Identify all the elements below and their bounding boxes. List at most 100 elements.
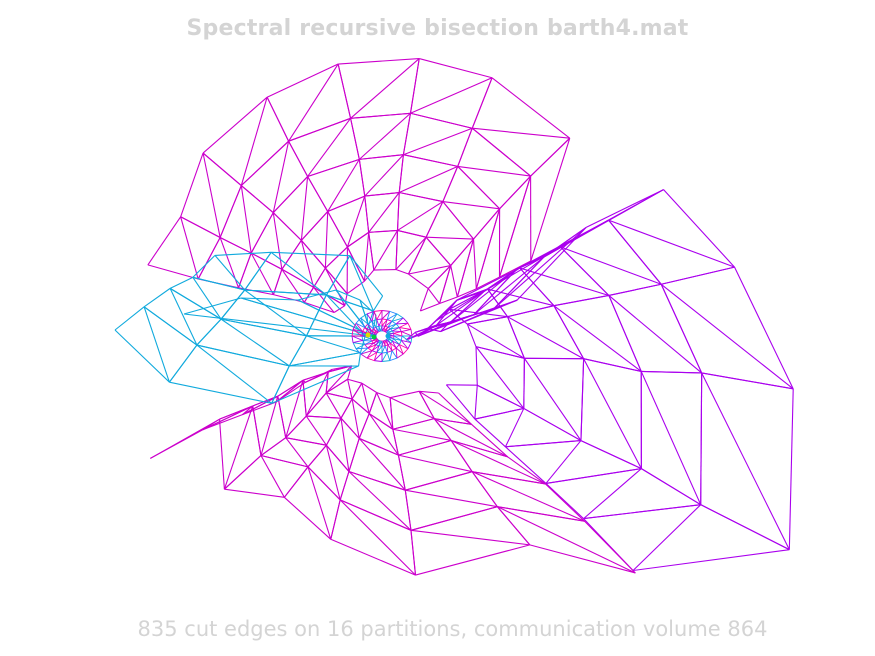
mesh-edge — [393, 332, 403, 337]
mesh-edge — [425, 236, 452, 266]
mesh-edge — [472, 471, 546, 485]
mesh-edge — [240, 297, 299, 301]
mesh-edge — [351, 335, 354, 343]
mesh-edge — [442, 201, 500, 210]
mesh-edge — [471, 471, 585, 522]
mesh-edge — [442, 201, 474, 240]
mesh-edge — [410, 329, 413, 337]
mesh-edge — [352, 339, 363, 344]
mesh-edge — [277, 396, 287, 438]
mesh-edge — [196, 318, 222, 346]
mesh-edge — [355, 317, 362, 324]
mesh-edge — [366, 313, 373, 322]
mesh-edge — [285, 437, 327, 446]
mesh-edge — [396, 313, 404, 319]
mesh-edge — [350, 112, 411, 119]
mesh-edge — [396, 322, 409, 325]
partition-core-marker — [371, 334, 377, 340]
mesh-edge — [418, 391, 435, 419]
mesh-edge — [240, 97, 268, 186]
mesh-edge — [475, 208, 501, 290]
mesh-edge — [410, 529, 530, 546]
mesh-edge — [325, 378, 348, 394]
mesh-edge — [183, 297, 242, 315]
mesh-edge — [426, 236, 474, 240]
mesh-edge — [197, 237, 221, 280]
mesh-edge — [389, 397, 394, 430]
mesh-edge — [608, 283, 662, 297]
mesh-edge — [373, 352, 378, 361]
mesh-edge — [147, 216, 182, 266]
mesh-edge — [347, 365, 353, 380]
mesh-edge — [368, 232, 375, 271]
mesh-edge — [451, 439, 508, 458]
mesh-edge — [378, 318, 383, 327]
mesh-edge — [545, 483, 584, 520]
mesh-edge — [507, 305, 554, 318]
mesh-edge — [361, 331, 364, 337]
mesh-edge — [398, 154, 404, 193]
mesh-edge — [420, 302, 440, 312]
mesh-edge — [313, 267, 326, 288]
mesh-edge — [389, 350, 393, 361]
mesh-edge — [530, 138, 571, 262]
mesh-edge — [260, 455, 285, 498]
mesh-edge — [300, 211, 329, 241]
mesh-edge — [391, 350, 398, 359]
mesh-edge — [387, 323, 397, 328]
mesh-edge — [271, 251, 350, 257]
mesh-edge — [335, 289, 361, 301]
mesh-edge — [358, 159, 366, 197]
mesh-edge — [519, 267, 555, 307]
mesh-edge — [283, 496, 332, 540]
mesh-edge — [387, 344, 393, 351]
mesh-edge — [523, 358, 582, 441]
mesh-edge — [477, 384, 525, 409]
mesh-edge — [497, 506, 636, 574]
mesh-edge — [367, 323, 373, 332]
mesh-edge — [387, 342, 391, 346]
mesh-edge — [169, 287, 222, 320]
mesh-edge — [433, 418, 452, 441]
mesh-edge — [196, 344, 290, 367]
mesh-edge — [237, 252, 252, 289]
mesh-edge — [147, 264, 199, 280]
mesh-edge — [260, 454, 309, 468]
mesh-edge — [281, 240, 302, 270]
mesh-edge — [351, 398, 370, 415]
mesh-edge — [340, 398, 353, 419]
mesh-edge — [114, 329, 170, 383]
mesh-edge — [371, 321, 374, 329]
mesh-edge — [220, 289, 246, 320]
mesh-edge — [302, 380, 307, 417]
mesh-edge — [401, 339, 412, 344]
mesh-edge — [473, 256, 545, 316]
mesh-edge — [381, 310, 390, 312]
partition-core-marker — [385, 333, 391, 339]
mesh-edge — [192, 255, 216, 278]
mesh-edge — [281, 268, 314, 288]
mesh-region-top — [147, 58, 571, 314]
mesh-edge — [456, 288, 488, 301]
mesh-edge — [330, 538, 416, 576]
mesh-edge — [419, 390, 439, 394]
mesh-edge — [307, 176, 329, 212]
mesh-edge — [297, 299, 373, 337]
mesh-edge — [381, 352, 388, 362]
mesh-edge — [734, 266, 794, 390]
mesh-edge — [580, 440, 642, 470]
mesh-edge — [367, 323, 374, 330]
mesh-edge — [339, 471, 350, 501]
mesh-edge — [384, 345, 388, 353]
mesh-edge — [281, 268, 305, 303]
mesh-edge — [409, 58, 420, 114]
mesh-edge — [327, 159, 360, 212]
mesh-edge — [410, 530, 417, 576]
mesh-edge — [300, 176, 309, 241]
mesh-edge — [183, 313, 373, 337]
mesh-edge — [169, 381, 272, 404]
mesh-edge — [359, 154, 404, 160]
mesh-edge — [399, 344, 409, 350]
mesh-edge — [399, 322, 409, 328]
mesh-edge — [473, 208, 501, 240]
